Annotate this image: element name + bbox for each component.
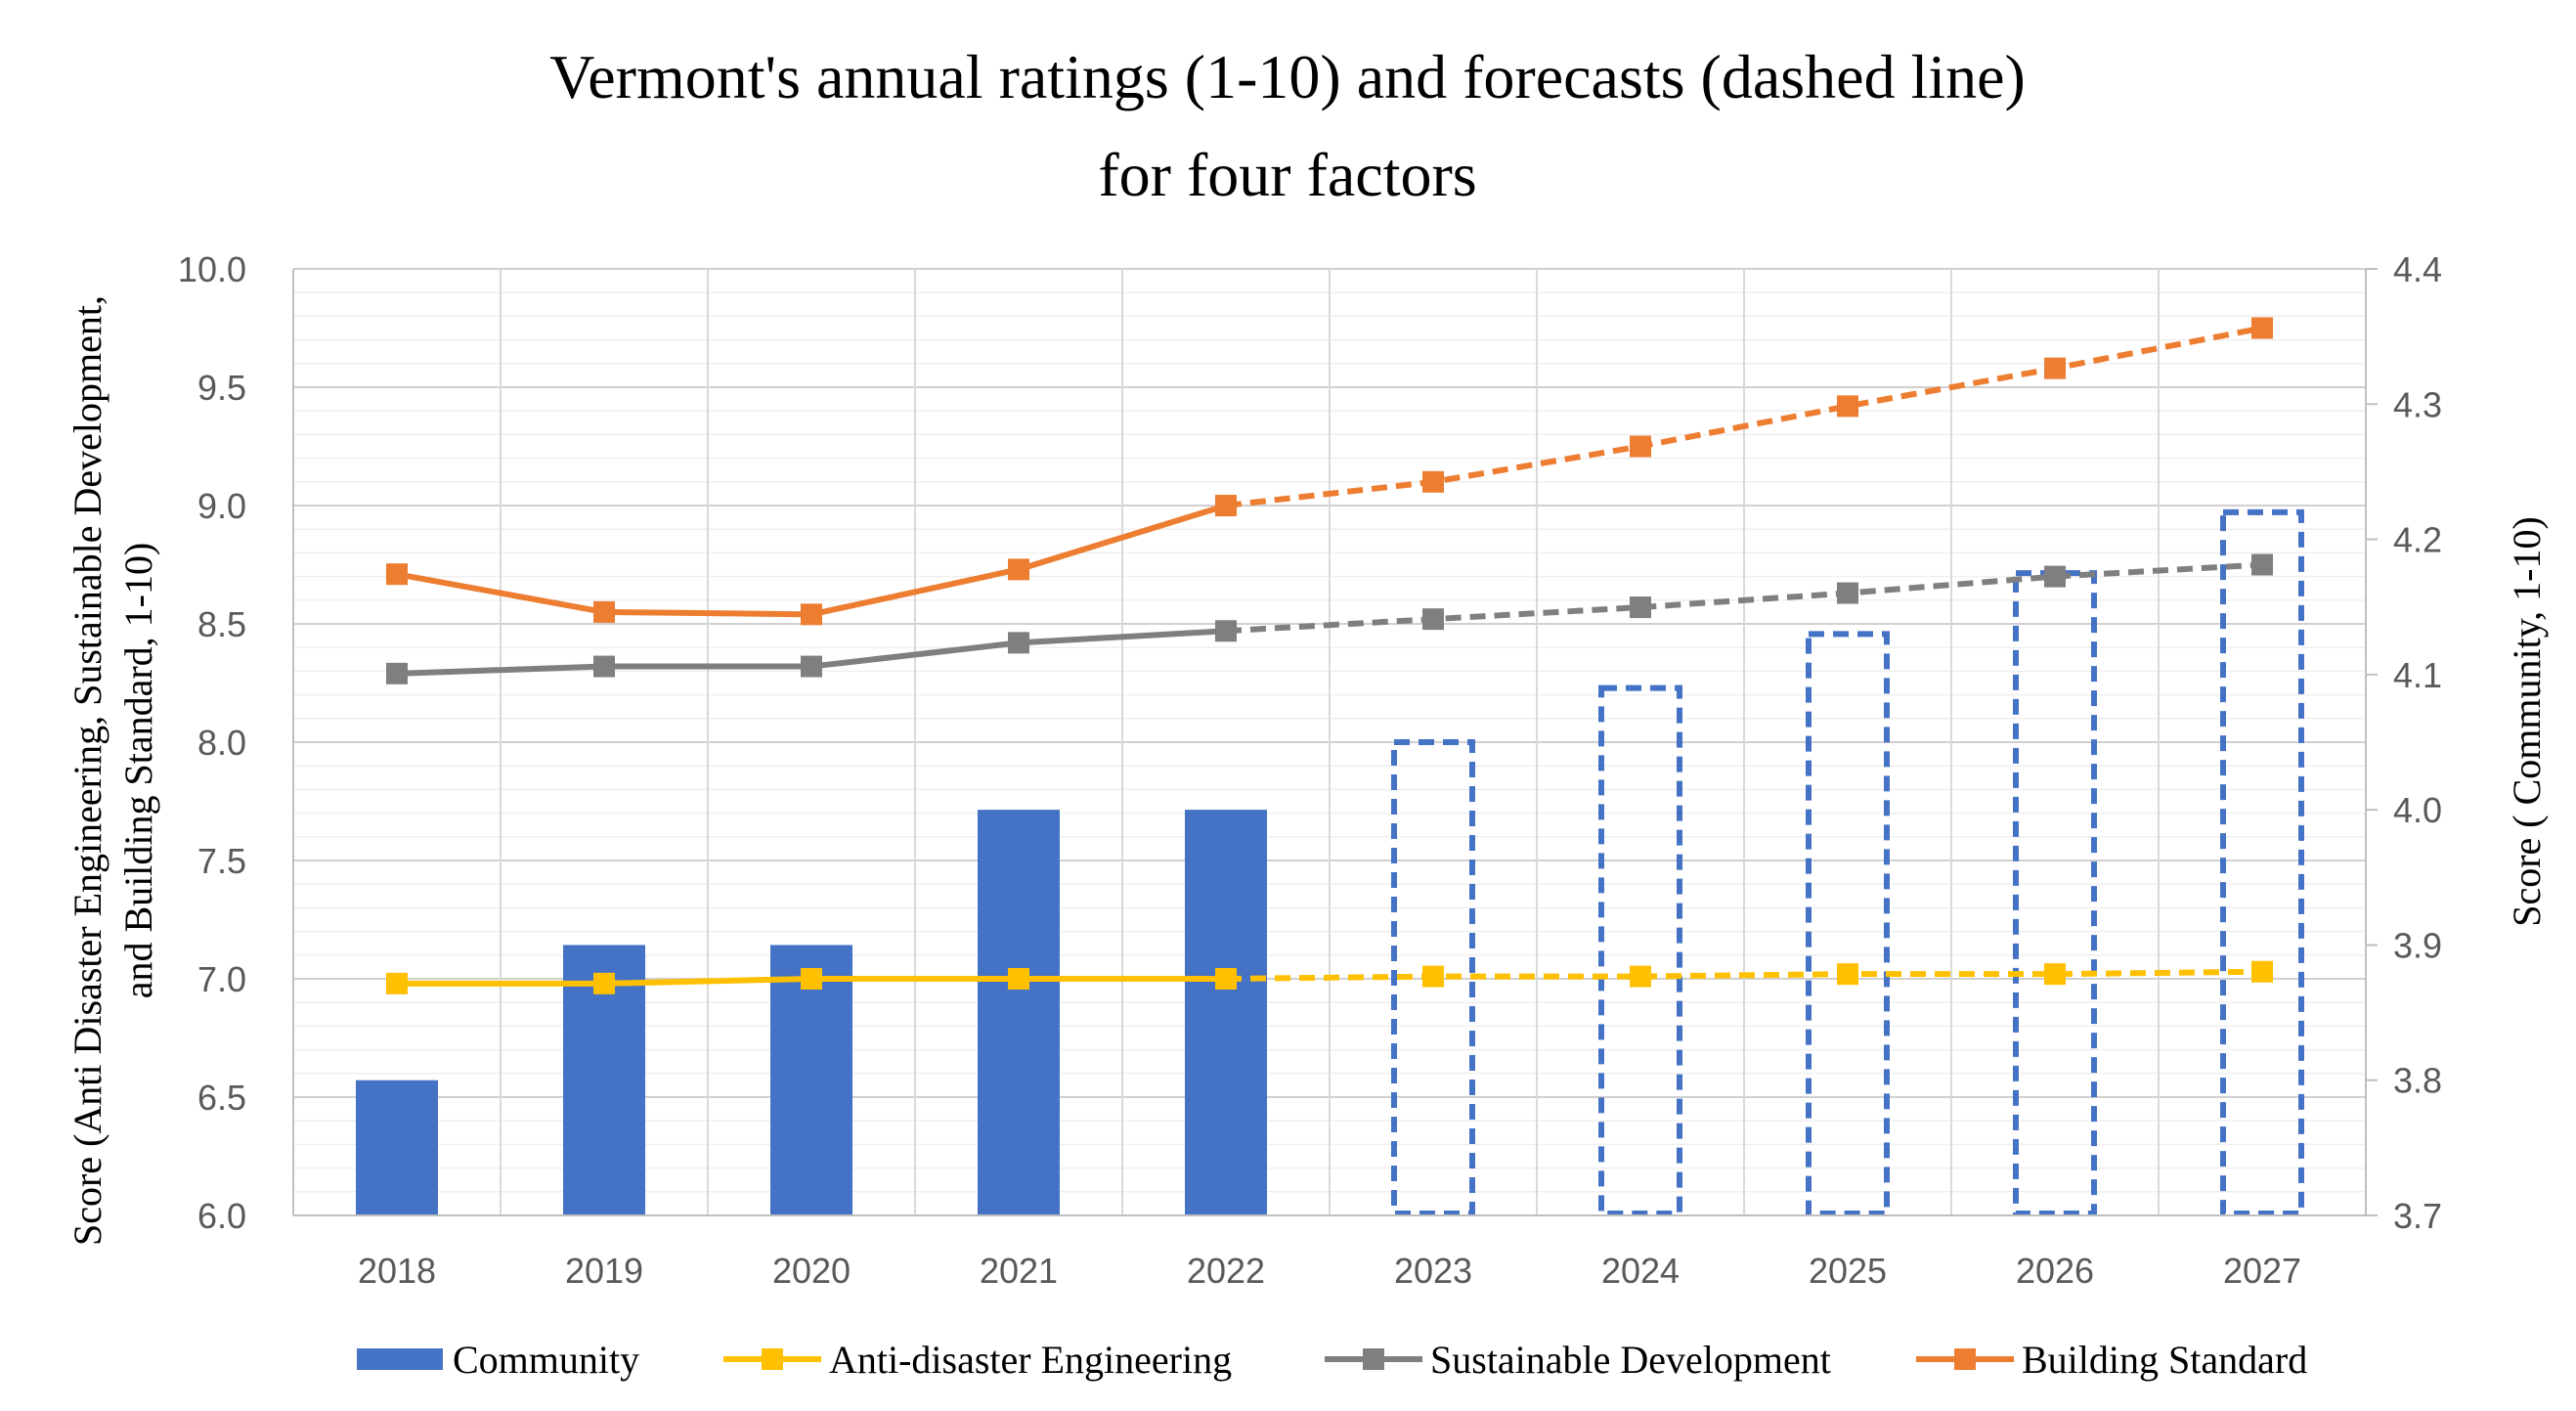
building-standard-marker [801,603,822,626]
sustainable-development-marker [2251,553,2273,576]
building-standard-marker [1630,435,1651,458]
y-right-tick-label: 4.0 [2393,790,2442,830]
building-standard-marker [2044,357,2066,379]
sustainable-development-marker [801,655,822,678]
y-axis-left-title-line2: and Building Standard, 1-10) [116,543,160,999]
x-tick-label: 2024 [1601,1251,1680,1291]
sustainable-development-forecast-line [1225,561,2263,635]
sustainable-development-marker [593,655,615,678]
sustainable-development-marker [1837,582,1858,604]
community-bar [356,1080,438,1215]
sustainable-development-marker [386,662,408,684]
sustainable-development-marker [1422,608,1444,631]
community-forecast-bar [1806,631,1890,1216]
building-standard-marker [1215,495,1237,516]
x-tick-label: 2018 [358,1251,436,1291]
community-bar [770,945,852,1215]
legend-label-community: Community [453,1338,639,1382]
legend-marker-sustainable-development [1363,1348,1384,1370]
anti-disaster-engineering-marker [1422,965,1444,988]
anti-disaster-engineering-marker [386,972,408,994]
building-standard-marker [1422,470,1444,493]
x-tick-label: 2020 [772,1251,851,1291]
y-right-tick-label: 3.8 [2393,1061,2442,1101]
building-standard-marker [1837,395,1858,418]
legend-marker-anti-disaster-engineering [762,1348,783,1370]
community-bar [1185,810,1267,1215]
community-forecast-bar [2220,508,2304,1216]
y-left-tick-label: 6.5 [197,1078,246,1118]
anti-disaster-engineering-marker [2251,960,2273,983]
anti-disaster-engineering-forecast-line [1225,968,2263,982]
x-tick-label: 2025 [1809,1251,1887,1291]
y-left-tick-label: 6.0 [197,1196,246,1236]
y-left-tick-label: 8.5 [197,604,246,644]
legend-marker-building-standard [1954,1348,1976,1370]
legend-swatch-community [357,1348,443,1370]
bars [356,508,2304,1216]
anti-disaster-engineering-marker [593,972,615,994]
anti-disaster-engineering-marker [1215,968,1237,990]
y-left-tick-label: 7.5 [197,841,246,881]
community-bar [978,810,1060,1215]
community-forecast-bar [1598,684,1682,1216]
sustainable-development-marker [1008,632,1029,654]
legend: Community Anti-disaster Engineering Sustai… [357,1338,2307,1382]
x-tick-label: 2021 [980,1251,1058,1291]
building-standard-marker [2251,317,2273,339]
legend-label-anti-disaster-engineering: Anti-disaster Engineering [829,1338,1232,1382]
y-right-tick-label: 4.2 [2393,520,2442,560]
community-forecast-bar [2013,570,2097,1216]
building-standard-marker [593,600,615,623]
anti-disaster-engineering-marker [1008,968,1029,990]
building-standard-marker [1008,558,1029,581]
building-standard-forecast-line [1225,325,2263,508]
anti-disaster-engineering-marker [1630,965,1651,988]
y-left-tick-label: 9.5 [197,368,246,408]
y-right-tick-label: 3.9 [2393,925,2442,965]
axes: 6.0 6.5 7.0 7.5 8.0 8.5 9.0 9.5 10.0 3.7 3.8 3.9 4.0… [178,249,2442,1291]
sustainable-development-marker [2044,565,2066,588]
y-left-tick-label: 9.0 [197,486,246,526]
x-tick-label: 2023 [1394,1251,1472,1291]
chart-title-line2: for four factors [1098,140,1476,209]
y-axis-left-title-line1: Score (Anti Disaster Engineering, Sustai… [65,295,109,1246]
legend-label-sustainable-development: Sustainable Development [1430,1338,1831,1382]
community-forecast-bar [1391,739,1475,1216]
y-right-tick-label: 4.3 [2393,384,2442,424]
building-standard-marker [386,563,408,586]
y-right-tick-label: 4.4 [2393,249,2442,289]
sustainable-development-marker [1215,620,1237,642]
y-right-tick-label: 4.1 [2393,655,2442,695]
anti-disaster-engineering-marker [1837,963,1858,986]
chart-title-line1: Vermont's annual ratings (1-10) and fore… [549,42,2026,111]
y-left-tick-label: 10.0 [178,249,246,289]
x-tick-label: 2026 [2016,1251,2094,1291]
anti-disaster-engineering-marker [801,968,822,990]
x-tick-label: 2022 [1187,1251,1265,1291]
y-left-tick-label: 7.0 [197,959,246,999]
y-right-tick-label: 3.7 [2393,1196,2442,1236]
y-axis-right-title: Score ( Community, 1-10) [2505,516,2549,927]
anti-disaster-engineering-marker [2044,963,2066,986]
building-standard-line [396,503,1227,618]
series-lines [386,317,2273,994]
y-left-tick-label: 8.0 [197,723,246,763]
x-tick-label: 2027 [2223,1251,2301,1291]
x-tick-label: 2019 [565,1251,643,1291]
legend-label-building-standard: Building Standard [2022,1338,2307,1382]
sustainable-development-marker [1630,596,1651,619]
